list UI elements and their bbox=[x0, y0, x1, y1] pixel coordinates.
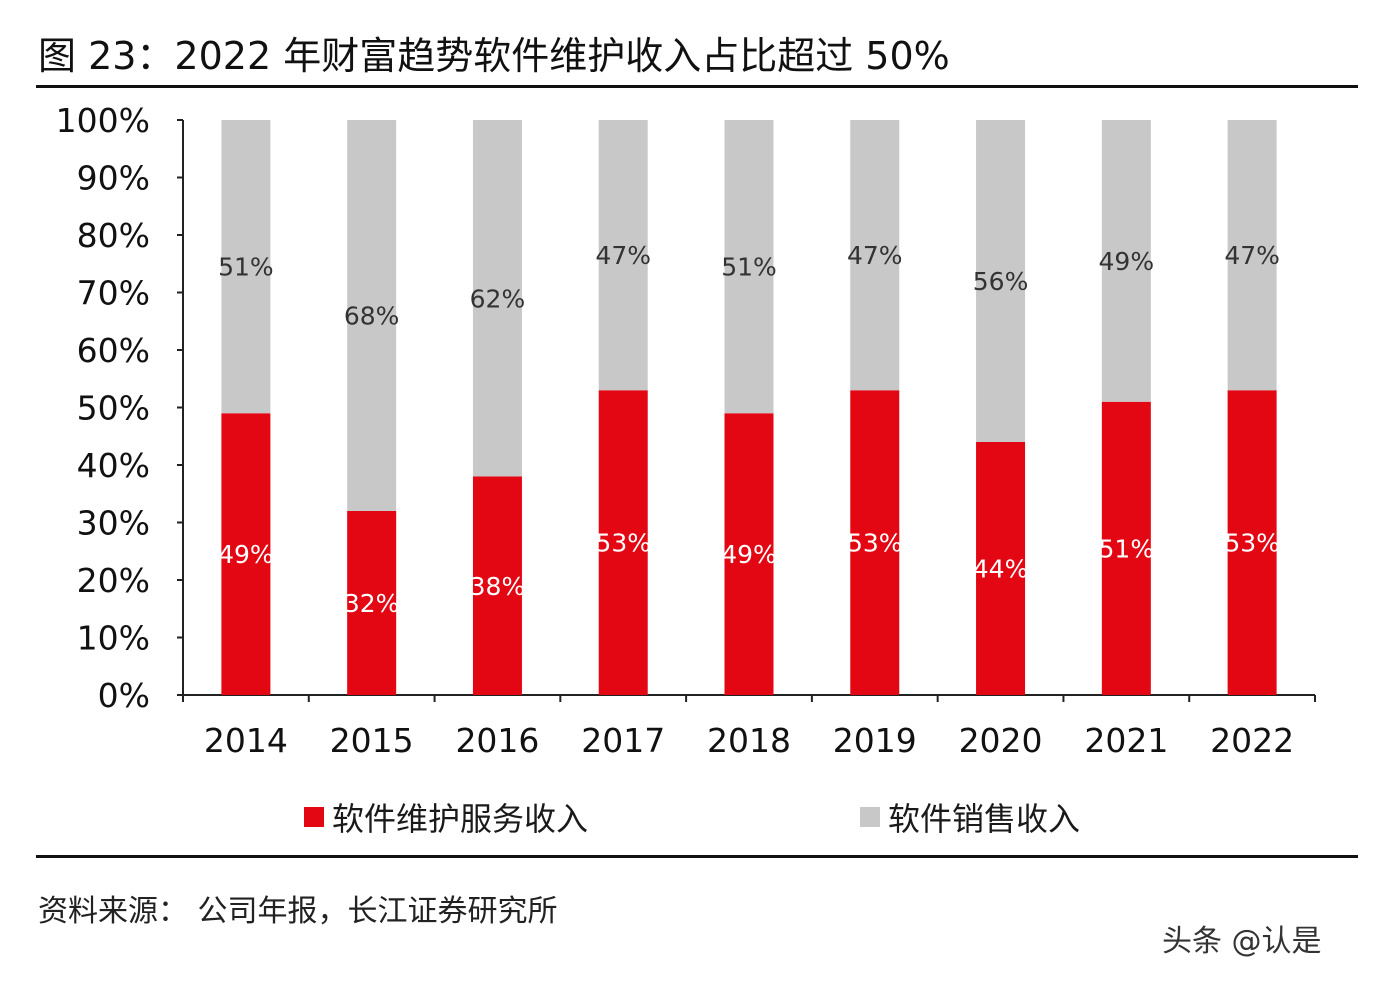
bar-segment-sales-2015 bbox=[347, 120, 397, 511]
bar-segment-sales-2022 bbox=[1227, 120, 1277, 391]
title-divider bbox=[36, 85, 1358, 88]
legend-item-maintenance: 软件维护服务收入 bbox=[304, 795, 588, 839]
bar-segment-maintenance-2017 bbox=[598, 390, 648, 695]
bar-segment-sales-2021 bbox=[1101, 120, 1151, 402]
y-tick-label: 70% bbox=[77, 274, 150, 313]
y-tick-label: 30% bbox=[77, 504, 150, 543]
data-label-sales-2018: 51% bbox=[721, 253, 777, 282]
chart-title: 图 23：2022 年财富趋势软件维护收入占比超过 50% bbox=[38, 34, 950, 78]
y-tick-label: 60% bbox=[77, 331, 150, 370]
bar-segment-sales-2014 bbox=[221, 120, 271, 414]
data-label-maintenance-2022: 53% bbox=[1224, 529, 1280, 558]
bar-segment-maintenance-2022 bbox=[1227, 390, 1277, 695]
y-tick-label: 90% bbox=[77, 159, 150, 198]
data-label-sales-2022: 47% bbox=[1224, 241, 1280, 270]
y-tick-label: 80% bbox=[77, 216, 150, 255]
legend-label-maintenance: 软件维护服务收入 bbox=[332, 800, 589, 838]
data-label-sales-2017: 47% bbox=[595, 241, 651, 270]
data-label-sales-2021: 49% bbox=[1099, 247, 1155, 276]
bar-segment-maintenance-2014 bbox=[221, 413, 271, 695]
bar-segment-sales-2017 bbox=[598, 120, 648, 391]
legend-swatch-maintenance bbox=[304, 807, 324, 827]
bar-segment-maintenance-2015 bbox=[347, 511, 397, 695]
x-tick-label-2020: 2020 bbox=[959, 721, 1043, 760]
data-label-sales-2014: 51% bbox=[218, 253, 274, 282]
bar-segment-maintenance-2018 bbox=[724, 413, 774, 695]
data-label-sales-2015: 68% bbox=[344, 302, 400, 331]
x-tick-label-2022: 2022 bbox=[1210, 721, 1294, 760]
footer-divider bbox=[36, 855, 1358, 858]
bar-segment-sales-2020 bbox=[976, 120, 1026, 442]
legend-label-sales: 软件销售收入 bbox=[888, 800, 1081, 838]
y-tick-label: 100% bbox=[56, 101, 150, 140]
data-label-sales-2016: 62% bbox=[470, 284, 526, 313]
data-label-maintenance-2020: 44% bbox=[973, 555, 1029, 584]
x-tick-label-2021: 2021 bbox=[1084, 721, 1168, 760]
watermark: 头条 @认是 bbox=[1162, 924, 1322, 959]
x-tick-label-2015: 2015 bbox=[330, 721, 414, 760]
source-note: 资料来源： 公司年报，长江证券研究所 bbox=[38, 894, 558, 929]
stacked-bar-chart: 0% 10% 20% 30% 40% 50% 60% 70% 80% 90% 100% 49% 51% 2… bbox=[56, 101, 1316, 760]
x-tick-label-2017: 2017 bbox=[581, 721, 665, 760]
bar-segment-maintenance-2019 bbox=[850, 390, 900, 695]
data-label-maintenance-2021: 51% bbox=[1099, 534, 1155, 563]
x-tick-label-2016: 2016 bbox=[455, 721, 539, 760]
bar-segment-sales-2018 bbox=[724, 120, 774, 414]
data-label-maintenance-2015: 32% bbox=[344, 589, 400, 618]
data-label-maintenance-2017: 53% bbox=[595, 529, 651, 558]
bar-segment-maintenance-2021 bbox=[1101, 401, 1151, 695]
data-label-maintenance-2019: 53% bbox=[847, 529, 903, 558]
bar-segment-sales-2019 bbox=[850, 120, 900, 391]
data-label-sales-2019: 47% bbox=[847, 241, 903, 270]
x-tick-label-2019: 2019 bbox=[833, 721, 917, 760]
y-tick-label: 0% bbox=[98, 676, 150, 715]
data-label-maintenance-2018: 49% bbox=[721, 540, 777, 569]
y-tick-label: 20% bbox=[77, 561, 150, 600]
legend-item-sales: 软件销售收入 bbox=[860, 795, 1080, 839]
bar-segment-sales-2016 bbox=[472, 120, 522, 477]
data-label-maintenance-2014: 49% bbox=[218, 540, 274, 569]
data-label-maintenance-2016: 38% bbox=[470, 572, 526, 601]
x-tick-label-2014: 2014 bbox=[204, 721, 288, 760]
y-tick-label: 10% bbox=[77, 619, 150, 658]
data-label-sales-2020: 56% bbox=[973, 267, 1029, 296]
x-tick-label-2018: 2018 bbox=[707, 721, 791, 760]
legend-swatch-sales bbox=[860, 807, 880, 827]
y-tick-label: 50% bbox=[77, 389, 150, 428]
bar-segment-maintenance-2016 bbox=[472, 476, 522, 695]
y-tick-label: 40% bbox=[77, 446, 150, 485]
bar-segment-maintenance-2020 bbox=[976, 442, 1026, 695]
